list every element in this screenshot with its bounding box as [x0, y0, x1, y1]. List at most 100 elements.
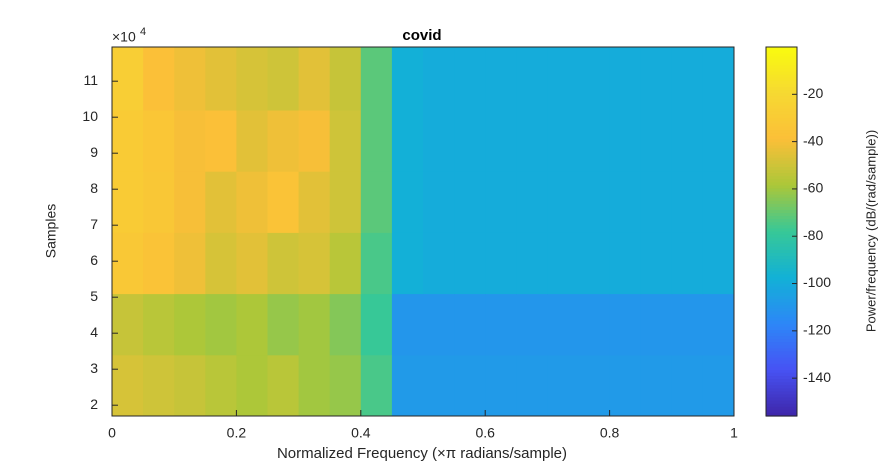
heatmap-cell: [702, 110, 735, 172]
x-tick-label: 0.4: [351, 425, 371, 441]
heatmap-cell: [267, 47, 300, 111]
heatmap-cell: [391, 354, 424, 417]
colorbar-swatch: [766, 299, 797, 303]
colorbar-swatch: [766, 323, 797, 328]
colorbar-swatch: [766, 213, 797, 217]
colorbar-swatch: [766, 65, 797, 70]
heatmap-cell: [702, 47, 735, 111]
colorbar-swatch: [766, 348, 797, 353]
colorbar-swatch: [766, 188, 797, 193]
heatmap-cell: [298, 354, 331, 417]
colorbar-swatch: [766, 130, 797, 134]
heatmap-cell: [391, 232, 424, 295]
x-tick-label: 0: [108, 425, 116, 441]
colorbar-swatch: [766, 99, 797, 103]
colorbar-swatch: [766, 283, 797, 288]
colorbar-swatch: [766, 151, 797, 156]
colorbar-swatch: [766, 326, 797, 331]
heatmap-cell: [143, 171, 175, 233]
heatmap-cell: [143, 232, 175, 295]
colorbar-swatch: [766, 259, 797, 263]
heatmap-cell: [547, 354, 579, 417]
heatmap-cell: [174, 110, 206, 172]
heatmap-cell: [205, 293, 237, 356]
colorbar-swatch: [766, 53, 797, 57]
heatmap-cell: [360, 47, 393, 111]
heatmap-cell: [143, 293, 175, 356]
heatmap-cell: [547, 47, 579, 111]
heatmap-cell: [454, 110, 486, 172]
heatmap-cell: [578, 110, 611, 172]
colorbar-swatch: [766, 397, 797, 402]
heatmap-cell: [671, 232, 704, 295]
heatmap-cell: [702, 232, 735, 295]
heatmap-cell: [143, 110, 175, 172]
colorbar-swatch: [766, 68, 797, 73]
heatmap-cell: [671, 354, 704, 417]
colorbar-swatch: [766, 320, 797, 325]
colorbar-swatch: [766, 406, 797, 411]
heatmap-cell: [454, 293, 486, 356]
heatmap-cell: [423, 232, 455, 295]
colorbar-swatch: [766, 83, 797, 88]
axes-box: [111, 46, 735, 417]
y-exponent-base: ×10: [112, 29, 136, 45]
colorbar-swatch: [766, 50, 797, 54]
heatmap-cell: [174, 293, 206, 356]
heatmap-cell: [112, 354, 144, 417]
heatmap-cell: [112, 293, 144, 356]
heatmap-cell: [267, 232, 300, 295]
y-tick-label: 11: [83, 72, 98, 88]
colorbar-swatch: [766, 139, 797, 143]
heatmap-cell: [454, 354, 486, 417]
colorbar-swatch: [766, 47, 797, 51]
heatmap-cell: [671, 110, 704, 172]
colorbar-swatch: [766, 317, 797, 322]
x-tick-label: 1: [730, 425, 738, 441]
colorbar-tick-label: -80: [803, 227, 823, 243]
heatmap-cell: [423, 110, 455, 172]
colorbar-swatch: [766, 369, 797, 374]
y-tick-label: 8: [90, 180, 98, 196]
heatmap-cell: [360, 293, 393, 356]
heatmap-cell: [578, 47, 611, 111]
colorbar-swatch: [766, 71, 797, 76]
heatmap-cell: [236, 232, 268, 295]
x-tick-label: 0.6: [475, 425, 495, 441]
heatmap-cell: [516, 110, 548, 172]
colorbar-swatch: [766, 271, 797, 276]
heatmap-cell: [112, 47, 144, 111]
y-exponent-power: 4: [140, 26, 146, 38]
y-tick-label: 6: [90, 252, 98, 268]
heatmap-cell: [329, 47, 362, 111]
colorbar-swatch: [766, 409, 797, 414]
y-tick-label: 2: [90, 396, 98, 412]
colorbar-swatch: [766, 56, 797, 60]
colorbar-swatch: [766, 120, 797, 125]
heatmap-cell: [609, 293, 642, 356]
colorbar-swatch: [766, 345, 797, 349]
y-tick-label: 4: [90, 324, 98, 340]
heatmap-cell: [329, 110, 362, 172]
colorbar-swatch: [766, 173, 797, 177]
colorbar-swatch: [766, 237, 797, 242]
heatmap-cell: [485, 293, 517, 356]
colorbar-swatch: [766, 126, 797, 131]
colorbar-swatch: [766, 194, 797, 199]
heatmap-cell: [236, 47, 268, 111]
colorbar-swatch: [766, 360, 797, 365]
colorbar-swatch: [766, 136, 797, 140]
heatmap-cell: [640, 110, 673, 172]
colorbar-box: [765, 46, 798, 417]
y-tick-label: 3: [90, 360, 98, 376]
colorbar-swatch: [766, 363, 797, 368]
colorbar-swatch: [766, 357, 797, 362]
colorbar-swatch: [766, 391, 797, 396]
colorbar-swatch: [766, 403, 797, 408]
colorbar-swatch: [766, 90, 797, 94]
colorbar-swatch: [766, 253, 797, 257]
heatmap-cell: [702, 354, 735, 417]
heatmap-cell: [298, 171, 331, 233]
heatmap-cell: [516, 47, 548, 111]
